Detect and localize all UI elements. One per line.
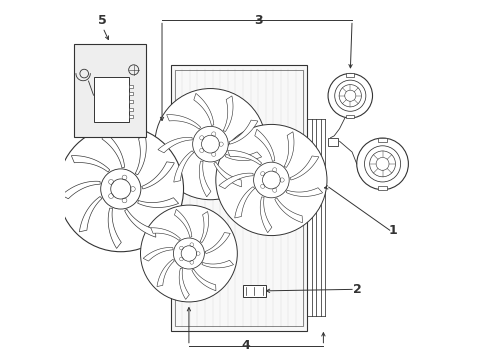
Circle shape [192,126,228,162]
Bar [377,138,386,142]
Bar [129,85,133,88]
Polygon shape [166,114,200,129]
Circle shape [356,138,407,190]
Polygon shape [234,187,254,218]
Polygon shape [227,150,261,165]
Circle shape [327,73,372,118]
Text: 4: 4 [242,339,250,352]
Polygon shape [102,132,124,168]
Circle shape [110,179,131,199]
Polygon shape [135,135,146,175]
Polygon shape [199,161,210,197]
Bar [74,44,145,137]
Circle shape [58,126,183,252]
Polygon shape [284,132,293,167]
Polygon shape [228,120,257,144]
Polygon shape [71,156,109,172]
Polygon shape [79,197,102,232]
Polygon shape [173,151,193,182]
Bar [129,108,133,111]
Polygon shape [150,228,180,240]
Circle shape [181,246,196,261]
Bar [346,73,353,77]
Circle shape [253,162,288,198]
Bar [377,186,386,190]
Polygon shape [193,93,213,126]
Bar [129,115,133,118]
Circle shape [262,171,280,189]
Circle shape [201,135,219,153]
Polygon shape [289,156,318,180]
Polygon shape [138,198,178,207]
Bar [242,285,265,297]
Polygon shape [143,248,173,261]
Polygon shape [174,209,191,237]
Circle shape [215,125,326,235]
Polygon shape [260,197,271,233]
Polygon shape [204,233,230,253]
Polygon shape [274,198,302,223]
Polygon shape [200,211,208,243]
Circle shape [140,205,237,302]
Text: 3: 3 [254,14,263,27]
Polygon shape [191,269,216,291]
Bar [93,77,129,122]
Bar [129,93,133,95]
Polygon shape [223,96,233,131]
Bar [327,138,338,145]
Polygon shape [213,162,241,187]
Polygon shape [61,181,100,199]
Circle shape [155,89,265,200]
Polygon shape [157,259,174,287]
Circle shape [101,169,141,209]
Bar [175,69,303,326]
Polygon shape [202,260,233,268]
Polygon shape [158,137,192,153]
Polygon shape [286,188,322,197]
Bar [346,114,353,118]
Polygon shape [142,162,174,189]
Polygon shape [124,209,156,237]
Text: 1: 1 [388,224,397,237]
Polygon shape [108,208,121,248]
Bar [171,65,306,330]
Polygon shape [219,173,253,189]
Polygon shape [225,152,261,161]
Text: 5: 5 [98,14,107,27]
Text: 2: 2 [352,283,361,296]
Polygon shape [254,129,274,161]
Circle shape [173,238,204,269]
Polygon shape [179,268,189,300]
Bar [129,100,133,103]
